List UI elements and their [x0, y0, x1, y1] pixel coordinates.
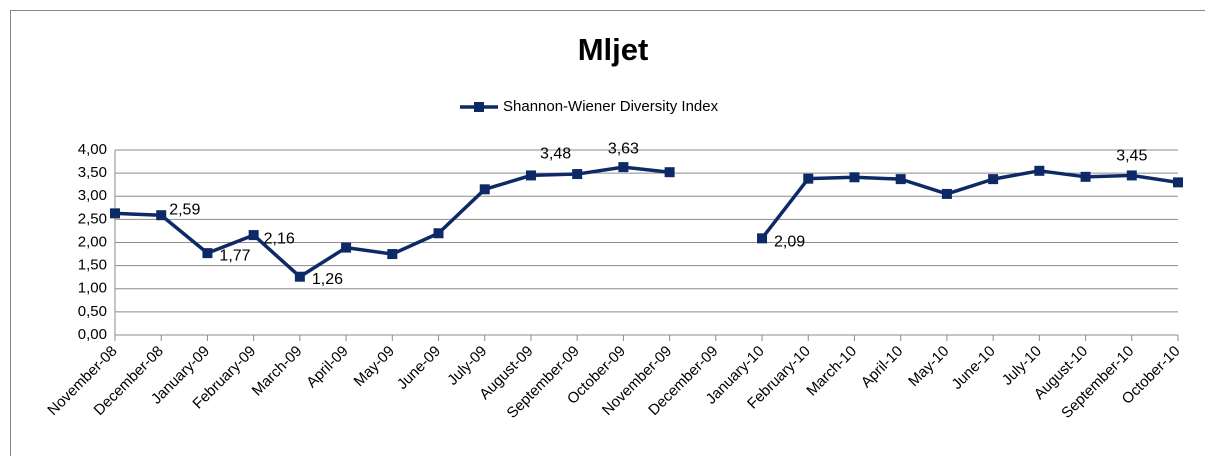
y-tick-label: 2,50 — [78, 210, 107, 227]
chart-title: Mljet — [578, 32, 649, 67]
marker — [895, 174, 906, 185]
legend-label: Shannon-Wiener Diversity Index — [503, 98, 719, 115]
marker — [664, 167, 675, 178]
marker — [849, 172, 860, 183]
data-label: 2,09 — [774, 234, 805, 251]
marker — [248, 230, 259, 241]
marker — [387, 249, 398, 260]
y-tick-label: 0,50 — [78, 303, 107, 320]
marker — [803, 173, 814, 184]
data-label: 2,59 — [169, 201, 200, 218]
y-tick-label: 2,00 — [78, 233, 107, 250]
y-tick-label: 1,00 — [78, 280, 107, 297]
data-label: 1,77 — [219, 247, 250, 264]
data-label: 1,26 — [312, 271, 343, 288]
marker — [433, 228, 444, 239]
marker — [110, 208, 120, 219]
marker — [294, 271, 305, 282]
marker — [1126, 170, 1137, 181]
y-tick-label: 3,50 — [78, 164, 107, 181]
marker — [572, 169, 583, 180]
y-tick-label: 3,00 — [78, 187, 107, 204]
marker — [1034, 165, 1045, 176]
data-label: 3,48 — [540, 145, 571, 162]
marker — [341, 242, 352, 253]
marker — [618, 162, 629, 173]
y-tick-label: 4,00 — [78, 141, 107, 158]
data-label: 3,63 — [608, 140, 639, 157]
legend-marker — [474, 102, 484, 112]
data-label: 3,45 — [1116, 148, 1147, 165]
marker — [156, 210, 167, 221]
marker — [202, 248, 213, 259]
marker — [1080, 171, 1091, 182]
series-line — [760, 169, 1179, 240]
chart-border — [10, 10, 1205, 456]
data-label: 2,16 — [264, 230, 295, 247]
marker — [525, 170, 536, 181]
marker — [988, 174, 999, 185]
marker — [1173, 177, 1183, 188]
marker — [479, 184, 490, 195]
y-tick-label: 0,00 — [78, 326, 107, 343]
y-tick-label: 1,50 — [78, 257, 107, 274]
marker — [757, 233, 768, 244]
marker — [941, 188, 952, 199]
